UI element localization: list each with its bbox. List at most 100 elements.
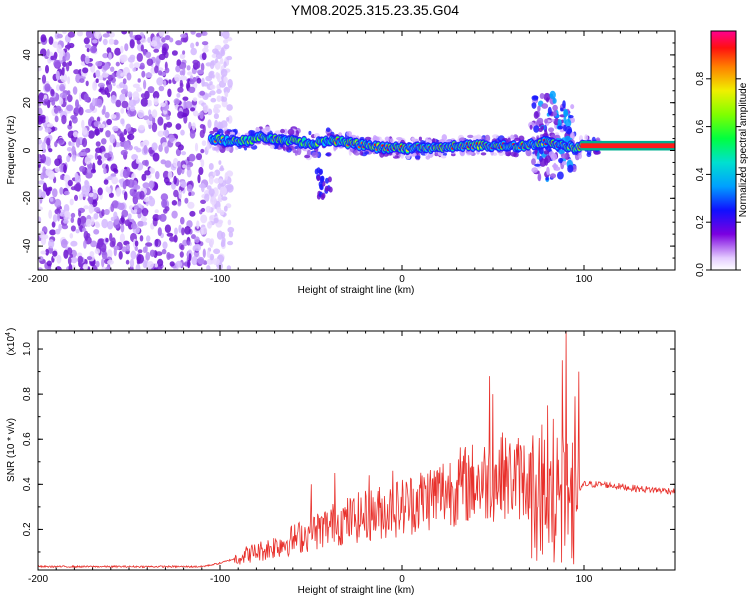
noise-blob [148,195,153,200]
noise-blob [41,74,47,84]
noise-blob [120,223,125,233]
noise-blob [55,266,62,270]
burst-blob [531,102,537,109]
burst-blob [549,173,557,179]
noise-blob [107,259,114,265]
noise-blob [108,144,113,153]
noise-blob [118,250,123,260]
noise-blob [188,86,196,94]
noise-blob [164,67,170,74]
ridge-halo-blob [229,131,236,135]
noise-blob [179,53,186,59]
noise-blob [95,61,103,67]
noise-blob [94,127,100,136]
noise-blob [54,208,61,215]
noise-blob [82,127,88,135]
ridge-halo-blob [364,151,369,155]
noise-blob [182,239,188,247]
noise-blob [52,55,57,61]
noise-blob [196,69,204,75]
noise-blob [123,191,128,201]
spectrogram-ylabel: Frequency (Hz) [6,116,17,185]
noise-blob [216,95,222,102]
ridge-halo-blob [209,130,215,135]
noise-blob [88,204,94,214]
ridge-halo-blob [346,131,352,137]
noise-blob [141,173,147,181]
noise-blob [85,80,89,87]
ridge-halo-blob [295,130,299,138]
noise-blob [86,256,93,261]
snr-line [38,331,675,569]
noise-blob [58,97,64,106]
noise-blob [64,190,70,196]
noise-blob [157,70,163,76]
noise-blob [189,129,196,139]
burst-blob [560,153,567,159]
noise-blob [182,67,186,76]
burst-blob [545,177,549,181]
noise-blob [119,233,125,243]
ridge-halo-blob [425,155,431,160]
snr-ylabel: SNR (10 * v/v) [6,418,17,482]
ridge-halo-blob [492,134,499,139]
noise-blob [190,31,196,35]
burst-blob [532,95,539,100]
noise-blob [163,80,167,87]
noise-blob [38,180,45,185]
noise-blob [147,86,155,94]
noise-blob [223,39,229,44]
figure-title: YM08.2025.315.23.35.G04 [291,2,459,18]
noise-blob [83,37,90,45]
burst-blob [536,152,540,160]
noise-blob [102,53,109,59]
noise-blob [131,128,137,133]
noise-blob [73,69,80,75]
ridge-halo-blob [325,127,331,132]
x-tick-label: 0 [399,574,405,585]
y-tick-label: 40 [22,49,33,61]
noise-blob [180,244,185,251]
noise-blob [192,97,198,102]
noise-blob [104,152,111,159]
burst-blob [536,117,544,125]
noise-blob [177,160,181,168]
noise-blob [81,137,88,148]
noise-blob [195,32,202,38]
noise-blob [45,248,49,256]
noise-blob [133,197,138,204]
burst-blob [534,163,541,167]
noise-blob [206,143,210,151]
noise-blob [160,159,167,165]
noise-blob [54,198,62,208]
noise-blob [108,192,114,198]
noise-blob [85,171,93,179]
noise-blob [133,146,139,151]
noise-blob [175,40,183,46]
x-tick-label: 100 [576,574,593,585]
noise-blob [111,72,116,79]
noise-blob [147,99,152,105]
noise-blob [148,180,155,189]
burst-blob [324,185,329,192]
noise-blob [38,189,43,198]
colorbar-tick-label: 0.8 [695,71,706,85]
noise-blob [201,52,207,60]
x-tick-label: 0 [399,274,405,285]
noise-blob [227,78,233,88]
noise-blob [112,125,119,132]
noise-blob [158,85,165,92]
noise-blob [121,100,129,109]
noise-blob [46,48,50,57]
ridge-halo-blob [311,151,319,158]
noise-blob [81,119,85,129]
noise-blob [53,59,61,68]
burst-blob [558,149,565,155]
burst-blob [561,160,567,166]
noise-blob [38,256,44,262]
noise-blob [101,251,108,260]
noise-blob [157,258,164,267]
noise-blob [45,156,52,167]
noise-blob [198,166,204,176]
noise-blob [195,41,199,47]
